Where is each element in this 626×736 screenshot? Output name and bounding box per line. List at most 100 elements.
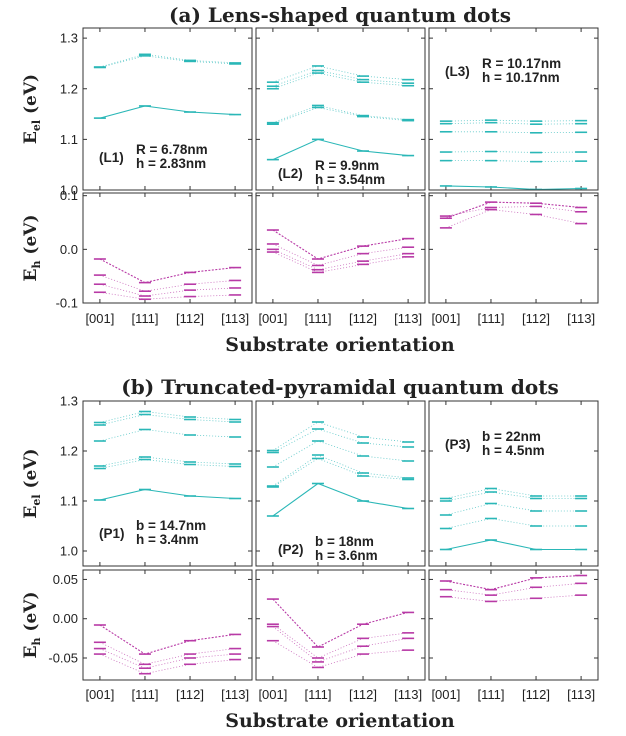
- x-tick-label: [111]: [304, 311, 331, 326]
- y-tick-label: 0.0: [60, 242, 78, 257]
- x-tick-label: [113]: [567, 311, 595, 326]
- x-tick-label: [113]: [221, 687, 249, 702]
- y-axis-label-main: E: [21, 506, 41, 519]
- panel-frame: [429, 193, 598, 303]
- series-line: [100, 415, 235, 426]
- series-line: [446, 152, 581, 153]
- series-line: [100, 642, 235, 664]
- panel-id-label: (L1): [99, 150, 124, 165]
- x-tick-label: [111]: [131, 687, 158, 702]
- series-line: [446, 540, 581, 550]
- panel-1-0-1: (P2)b = 18nmh = 3.6nm: [256, 401, 425, 566]
- y-axis-label-main: E: [21, 268, 41, 281]
- series-line: [100, 54, 235, 67]
- y-axis-label-unit: (eV): [21, 215, 41, 261]
- panel-id-label: (P1): [99, 526, 125, 541]
- series-line: [273, 108, 408, 125]
- series-line: [273, 624, 408, 658]
- series-line: [100, 649, 235, 669]
- series-line: [100, 412, 235, 423]
- series-line: [100, 457, 235, 466]
- y-tick-label: 1.2: [60, 444, 78, 459]
- series-line: [100, 106, 235, 118]
- y-tick-label: 1.1: [60, 132, 78, 147]
- panel-frame: [429, 401, 598, 566]
- series-line: [273, 455, 408, 486]
- series-line: [273, 441, 408, 467]
- series-line: [446, 519, 581, 529]
- x-tick-label: [111]: [304, 687, 331, 702]
- series-line: [446, 504, 581, 516]
- panel-0-0-2: (L3)R = 10.17nmh = 10.17nm: [429, 28, 598, 190]
- panel-frame: [429, 570, 598, 680]
- series-line: [273, 244, 408, 265]
- x-tick-label: [112]: [349, 687, 377, 702]
- y-axis-label-unit: (eV): [21, 592, 41, 638]
- x-tick-label: [113]: [394, 687, 422, 702]
- panel-frame: [429, 28, 598, 190]
- dimension-line-1: R = 6.78nm: [136, 142, 208, 157]
- panel-0-1-2: [429, 193, 598, 303]
- y-tick-label: 1.3: [60, 394, 78, 409]
- dimension-line-2: h = 4.5nm: [482, 443, 545, 458]
- y-axis-label-main: E: [21, 131, 41, 144]
- y-axis-label-sub: el: [30, 494, 43, 505]
- series-line: [446, 583, 581, 595]
- x-tick-label: [111]: [131, 311, 158, 326]
- dimension-line-1: b = 22nm: [482, 429, 541, 444]
- dimension-line-1: R = 9.9nm: [315, 158, 379, 173]
- series-line: [273, 422, 408, 451]
- series-line: [446, 489, 581, 499]
- panel-0-1-0: [83, 193, 252, 303]
- y-tick-label: 1.2: [60, 81, 78, 96]
- panel-id-label: (L3): [445, 64, 470, 79]
- series-line: [273, 484, 408, 517]
- chart-title: (b) Truncated-pyramidal quantum dots: [121, 375, 558, 399]
- panel-id-label: (P2): [278, 542, 304, 557]
- x-tick-label: [112]: [176, 687, 204, 702]
- series-line: [446, 132, 581, 133]
- x-tick-label: [112]: [522, 687, 550, 702]
- x-tick-label: [111]: [477, 687, 504, 702]
- series-line: [100, 625, 235, 654]
- y-axis-label: Eel (eV): [21, 74, 43, 144]
- series-line: [273, 252, 408, 272]
- x-tick-label: [112]: [522, 311, 550, 326]
- panel-id-label: (P3): [445, 437, 471, 452]
- y-tick-label: 0.00: [53, 611, 78, 626]
- chart-title: (a) Lens-shaped quantum dots: [169, 3, 511, 27]
- series-line: [446, 202, 581, 218]
- y-axis-label-main: E: [21, 645, 41, 658]
- y-axis-label-unit: (eV): [21, 74, 41, 120]
- panel-0-1-1: [256, 193, 425, 303]
- series-line: [273, 599, 408, 647]
- dimension-line-2: h = 3.54nm: [315, 172, 385, 187]
- series-line: [273, 71, 408, 87]
- series-line: [446, 492, 581, 501]
- y-axis-label-sub: el: [30, 120, 43, 131]
- dimension-line-2: h = 10.17nm: [482, 70, 560, 85]
- x-tick-label: [113]: [567, 687, 595, 702]
- y-axis-label-sub: h: [30, 638, 43, 646]
- y-tick-label: -0.1: [56, 296, 78, 311]
- series-line: [100, 284, 235, 296]
- panel-frame: [256, 570, 425, 680]
- series-line: [273, 73, 408, 89]
- series-line: [446, 161, 581, 162]
- dimension-line-1: b = 18nm: [315, 534, 374, 549]
- x-tick-label: [001]: [85, 311, 114, 326]
- y-tick-label: 1.1: [60, 494, 78, 509]
- x-tick-label: [001]: [431, 311, 460, 326]
- series-line: [100, 490, 235, 501]
- y-axis-label-sub: h: [30, 261, 43, 269]
- panel-1-1-0: [83, 570, 252, 680]
- series-line: [273, 230, 408, 259]
- x-tick-label: [001]: [258, 311, 287, 326]
- series-line: [273, 106, 408, 123]
- x-tick-label: [111]: [477, 311, 504, 326]
- series-line: [100, 460, 235, 469]
- panel-id-label: (L2): [278, 166, 303, 181]
